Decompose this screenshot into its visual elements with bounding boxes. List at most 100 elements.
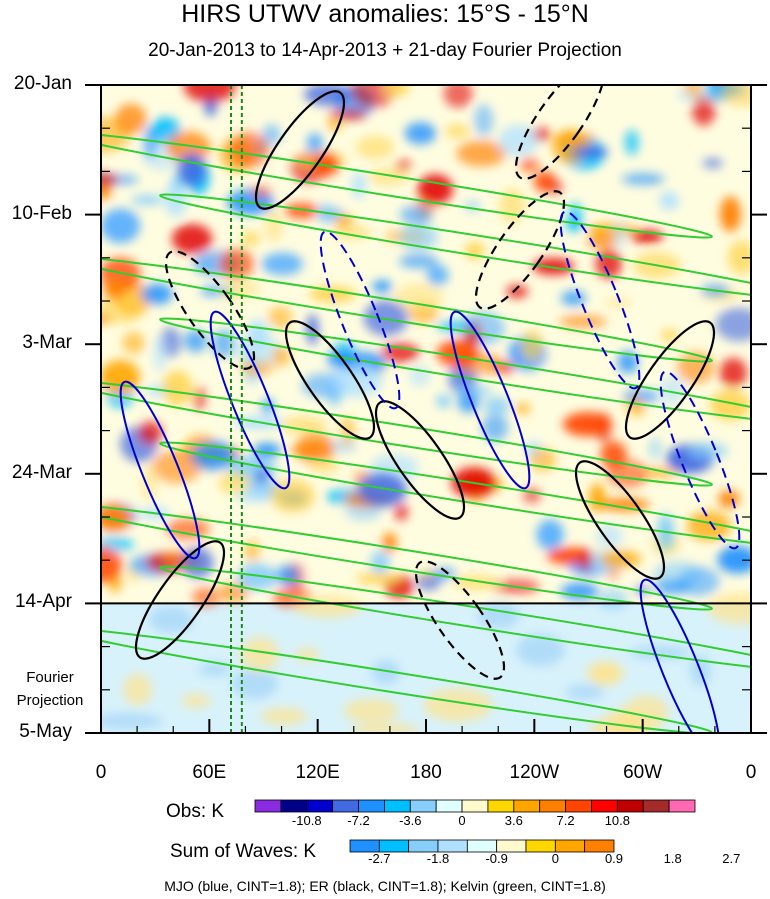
anomaly-blob [219,248,254,280]
anomaly-blob [599,550,642,568]
footnote: MJO (blue, CINT=1.8); ER (black, CINT=1.… [164,878,606,894]
er-contour [414,560,506,680]
anomaly-blob [595,524,624,549]
anomaly-blob [331,226,372,239]
anomaly-blob [261,252,303,276]
anomaly-blob [456,140,507,167]
anomaly-blob [363,300,409,336]
waves-colorbar-tick-label: 0 [551,851,559,866]
anomaly-blob [613,221,626,248]
anomaly-blob [604,297,632,308]
anomaly-blob [560,583,599,600]
anomaly-blob [262,124,281,146]
anomaly-blob [115,103,147,135]
anomaly-blob [404,122,437,145]
anomaly-blob [250,186,272,198]
anomaly-blob [181,547,214,579]
obs-colorbar-swatch [332,799,359,813]
anomaly-blob [234,491,271,502]
wave-contours [101,85,751,733]
er-contour [574,460,666,580]
anomaly-blob [166,131,211,163]
anomaly-blob [306,133,323,154]
chart-title: HIRS UTWV anomalies: 15°S - 15°N [181,0,589,28]
anomaly-blob [367,168,409,186]
projection-blob [343,698,399,723]
x-tick-label: 60E [192,762,227,783]
anomaly-blob [692,96,716,126]
y-tick-label: 14-Apr [14,591,72,613]
anomaly-blob [164,181,188,217]
anomaly-blob [382,532,397,553]
chart-subtitle: 20-Jan-2013 to 14-Apr-2013 + 21-day Four… [148,40,622,61]
projection-blob [516,634,565,666]
anomaly-blob [267,306,293,329]
mjo-contour [639,578,721,733]
anomaly-blob [289,445,333,457]
anomaly-blob [218,471,251,495]
anomaly-blob [143,125,158,159]
anomaly-blob [559,315,607,328]
obs-colorbar-swatch [539,799,566,813]
anomaly-blob [313,152,340,177]
kelvin-contour [159,565,751,673]
mjo-contour [319,230,401,410]
obs-colorbar-swatch [591,799,618,813]
anomaly-blob [255,468,268,484]
anomaly-blob [177,152,207,187]
anomaly-blob [561,290,587,306]
obs-colorbar-swatch [384,799,411,813]
anomaly-blob [284,203,320,219]
anomaly-blob [229,131,270,168]
kelvin-contour [101,503,713,611]
obs-colorbar-swatch [642,799,670,813]
anomaly-blob [279,416,327,435]
anomaly-blob [171,224,213,254]
projection-label: Fourier Projection [16,669,84,709]
waves-colorbar-tick-label: 1.8 [663,851,682,866]
waves-colorbar-tick-label: -2.7 [368,851,391,866]
y-tick-label: 10-Feb [11,202,72,224]
anomaly-blob [659,191,679,210]
anomaly-blob [622,389,660,404]
waves-colorbar-label: Sum of Waves: K [170,841,317,862]
kelvin-contour [101,131,713,239]
anomaly-blob [355,135,395,159]
y-tick-label: 24-Mar [11,461,72,483]
er-contour [374,400,466,520]
y-tick-label: 20-Jan [13,73,72,94]
anomaly-blob [586,234,619,248]
anomaly-blob [571,146,609,158]
anomaly-blob [151,450,202,484]
anomaly-blob [718,490,740,508]
anomaly-blob [101,181,112,200]
obs-colorbar-swatch [306,799,334,813]
y-tick-label: 3-Mar [22,332,72,354]
anomaly-blob [549,179,563,195]
anomaly-blob [101,503,132,532]
anomaly-blob [686,510,731,541]
anomaly-blob [101,536,135,553]
anomaly-blob [717,545,751,574]
waves-colorbar-tick-label: 0.9 [604,851,624,866]
anomaly-blob [141,283,173,305]
projection-blob [198,662,231,677]
anomaly-blob [103,278,125,300]
anomaly-blob [660,375,684,406]
anomaly-blob [483,396,510,416]
obs-colorbar-swatch [358,799,385,813]
anomaly-blob [719,357,748,388]
x-tick-label: 0 [95,762,107,783]
anomaly-blob [101,547,123,583]
anomaly-blob [351,171,367,200]
anomaly-blob [426,264,449,286]
kelvin-contour [101,255,713,363]
projection-blob [707,592,751,624]
obs-colorbar-tick-label: 3.6 [504,813,523,828]
waves-colorbar-tick-label: 2.7 [722,851,741,866]
colorbars [254,799,696,853]
mjo-contour [119,380,201,560]
anomaly-blob [131,194,164,206]
obs-colorbar-swatch [487,799,515,813]
x-tick-label: 120E [295,762,340,783]
